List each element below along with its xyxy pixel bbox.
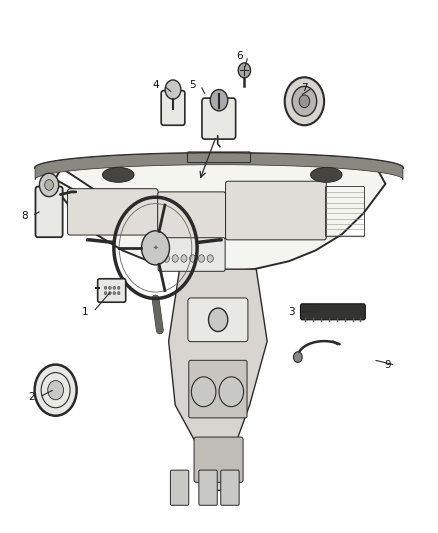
Polygon shape xyxy=(169,269,267,490)
FancyBboxPatch shape xyxy=(158,238,225,271)
Circle shape xyxy=(219,377,244,407)
FancyBboxPatch shape xyxy=(158,192,226,240)
Circle shape xyxy=(163,255,170,262)
FancyBboxPatch shape xyxy=(35,187,63,237)
Circle shape xyxy=(39,173,59,197)
Circle shape xyxy=(104,292,107,295)
Text: 7: 7 xyxy=(301,83,308,93)
Text: 3: 3 xyxy=(288,307,295,317)
Circle shape xyxy=(293,352,302,362)
FancyBboxPatch shape xyxy=(189,360,247,418)
Circle shape xyxy=(292,86,317,116)
Text: 2: 2 xyxy=(28,392,35,402)
FancyBboxPatch shape xyxy=(98,279,126,302)
Polygon shape xyxy=(35,153,403,272)
Circle shape xyxy=(117,292,120,295)
FancyBboxPatch shape xyxy=(67,189,158,235)
FancyBboxPatch shape xyxy=(188,298,248,342)
FancyBboxPatch shape xyxy=(202,98,236,139)
Text: 6: 6 xyxy=(237,51,244,61)
Ellipse shape xyxy=(102,167,134,182)
FancyBboxPatch shape xyxy=(300,304,365,320)
Polygon shape xyxy=(35,153,403,180)
Circle shape xyxy=(198,255,205,262)
FancyBboxPatch shape xyxy=(199,470,217,505)
Circle shape xyxy=(172,255,178,262)
Circle shape xyxy=(299,95,310,108)
Circle shape xyxy=(285,77,324,125)
Circle shape xyxy=(113,292,116,295)
Text: 8: 8 xyxy=(21,211,28,221)
Text: 4: 4 xyxy=(152,80,159,90)
Circle shape xyxy=(210,90,228,111)
FancyBboxPatch shape xyxy=(161,91,185,125)
Ellipse shape xyxy=(311,167,342,182)
FancyBboxPatch shape xyxy=(226,181,326,240)
FancyBboxPatch shape xyxy=(170,470,189,505)
Circle shape xyxy=(109,286,111,289)
Text: 9: 9 xyxy=(384,360,391,370)
Circle shape xyxy=(35,365,77,416)
Circle shape xyxy=(141,231,170,265)
Circle shape xyxy=(207,255,213,262)
Circle shape xyxy=(113,286,116,289)
Circle shape xyxy=(190,255,196,262)
Circle shape xyxy=(238,63,251,78)
Circle shape xyxy=(48,381,64,400)
Circle shape xyxy=(45,180,53,190)
Text: ✦: ✦ xyxy=(152,245,159,251)
Circle shape xyxy=(165,80,181,99)
Circle shape xyxy=(181,255,187,262)
Circle shape xyxy=(104,286,107,289)
Circle shape xyxy=(208,308,228,332)
Text: 1: 1 xyxy=(82,307,89,317)
FancyBboxPatch shape xyxy=(221,470,239,505)
Circle shape xyxy=(191,377,216,407)
Circle shape xyxy=(109,292,111,295)
Text: 5: 5 xyxy=(189,80,196,90)
FancyBboxPatch shape xyxy=(194,437,243,482)
Circle shape xyxy=(117,286,120,289)
